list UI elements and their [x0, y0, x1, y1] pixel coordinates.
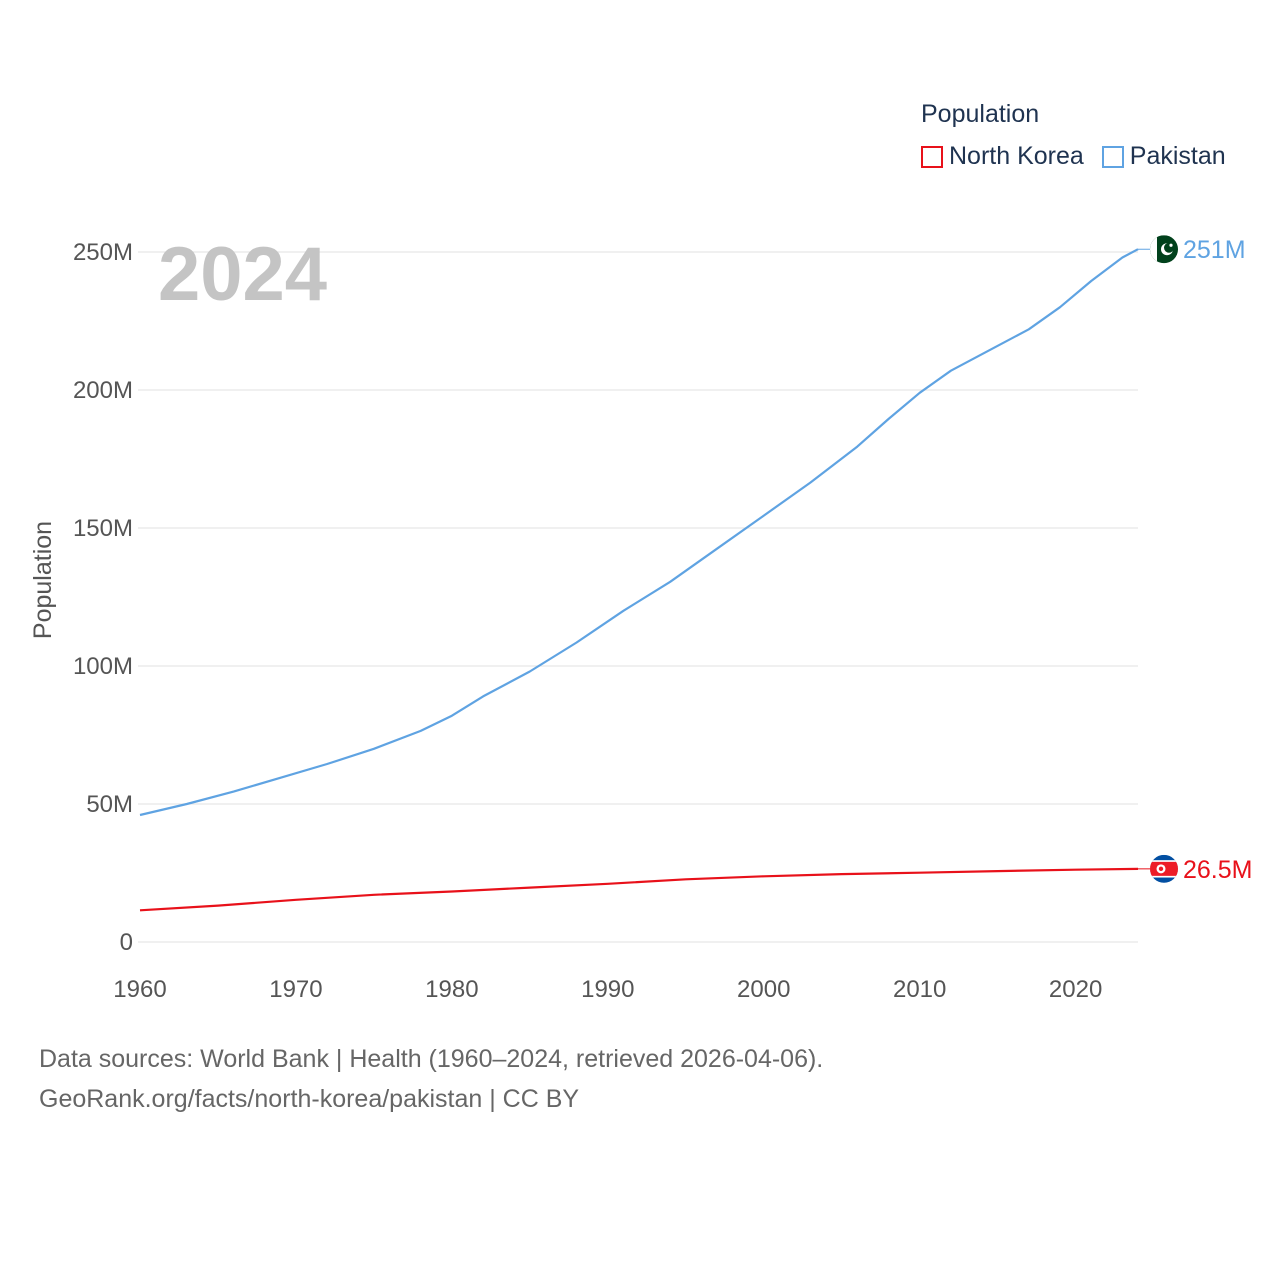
y-tick-label: 250M: [73, 239, 133, 266]
y-tick-label: 100M: [73, 653, 133, 680]
series-line-pakistan[interactable]: [139, 248, 1139, 817]
y-axis: 0 50M 100M 150M 200M 250M: [73, 239, 133, 956]
legend-label-north-korea: North Korea: [949, 142, 1084, 170]
legend-item-north-korea[interactable]: North Korea: [921, 142, 1084, 171]
y-axis-title: Population: [29, 521, 57, 639]
end-label-pakistan: 251M: [1183, 236, 1246, 264]
x-tick-label: 1970: [269, 976, 322, 1003]
y-tick-label: 50M: [86, 791, 133, 818]
year-label: 2024: [158, 232, 327, 317]
x-tick-label: 2020: [1049, 976, 1102, 1003]
x-tick-label: 2010: [893, 976, 946, 1003]
series-lines: [139, 248, 1139, 912]
legend-item-pakistan[interactable]: Pakistan: [1101, 142, 1226, 171]
legend-label-pakistan: Pakistan: [1129, 142, 1226, 170]
y-tick-label: 150M: [73, 515, 133, 542]
x-tick-label: 2000: [737, 976, 790, 1003]
x-tick-label: 1990: [581, 976, 634, 1003]
legend-swatch-pakistan: [1101, 145, 1124, 168]
series-line-north-korea[interactable]: [139, 867, 1139, 912]
north-korea-flag-icon: [1150, 854, 1178, 883]
end-label-north-korea: 26.5M: [1183, 856, 1252, 884]
footer-attribution[interactable]: GeoRank.org/facts/north-korea/pakistan |…: [39, 1085, 580, 1113]
pakistan-flag-icon: [1150, 235, 1178, 264]
series-end-labels: 251M 26.5M: [1138, 235, 1252, 884]
y-tick-label: 0: [120, 929, 133, 956]
x-axis: 1960 1970 1980 1990 2000 2010 2020: [113, 976, 1102, 1003]
legend-swatch-north-korea: [921, 145, 943, 168]
legend-title: Population: [921, 100, 1040, 128]
legend: North Korea Pakistan: [921, 142, 1244, 171]
x-tick-label: 1960: [113, 976, 166, 1003]
grid: [138, 251, 1138, 943]
y-tick-label: 200M: [73, 377, 133, 404]
footer-source: Data sources: World Bank | Health (1960–…: [39, 1045, 824, 1073]
x-tick-label: 1980: [425, 976, 478, 1003]
